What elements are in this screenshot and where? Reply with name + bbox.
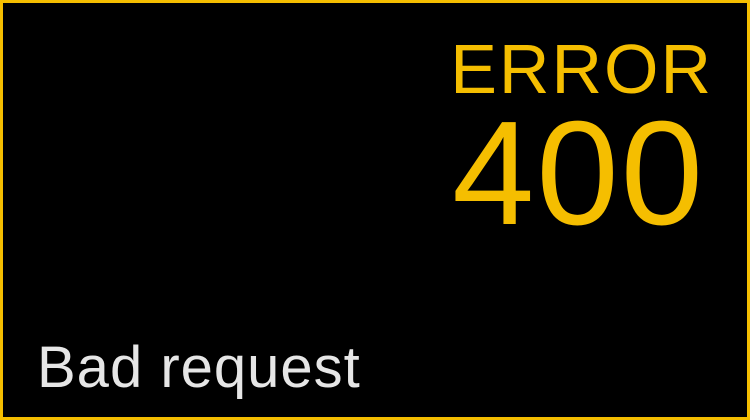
error-description: Bad request: [37, 335, 361, 400]
error-label: ERROR: [450, 30, 713, 108]
error-code: 400: [452, 91, 705, 256]
